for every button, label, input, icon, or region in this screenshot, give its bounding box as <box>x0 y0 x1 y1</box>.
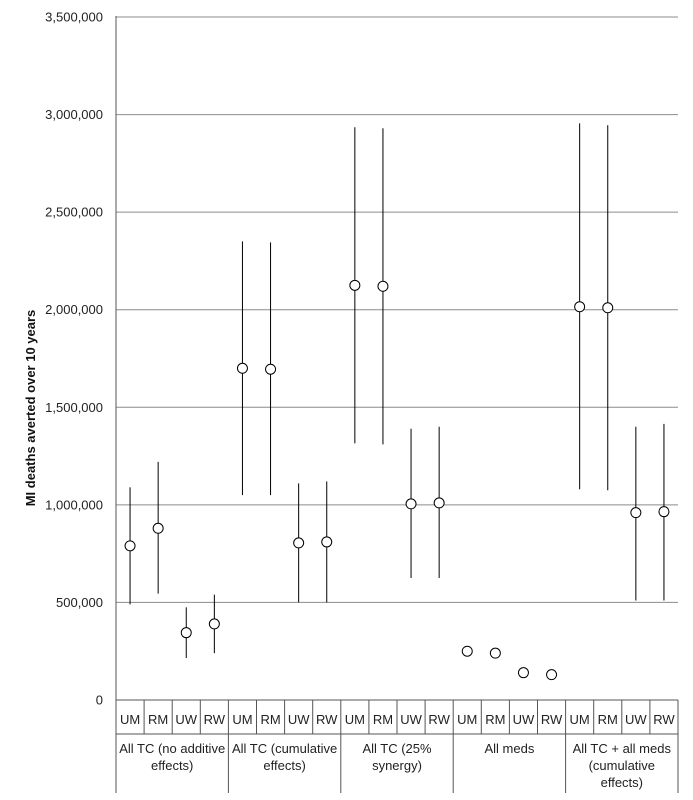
x-category-label: RM <box>485 712 505 727</box>
data-point <box>602 302 614 314</box>
x-group-label: All TC (25% <box>362 741 432 756</box>
data-point <box>208 618 220 630</box>
y-tick-label: 3,500,000 <box>45 10 103 25</box>
x-group-label: effects) <box>601 775 643 790</box>
data-point <box>180 627 192 639</box>
x-category-label: UM <box>457 712 477 727</box>
y-tick-label: 3,000,000 <box>45 107 103 122</box>
data-point <box>546 669 558 681</box>
y-tick-label: 1,500,000 <box>45 400 103 415</box>
x-category-label: RW <box>428 712 450 727</box>
x-group-label: All meds <box>484 741 534 756</box>
x-group-labels: All TC (no additive effects) All TC (cumul… <box>119 741 671 790</box>
x-category-label: UM <box>345 712 365 727</box>
x-category-label: RW <box>541 712 563 727</box>
data-point <box>574 301 586 313</box>
data-point <box>461 645 473 657</box>
data-point <box>349 279 361 291</box>
x-category-label: RM <box>373 712 393 727</box>
gridlines <box>116 16 678 603</box>
y-tick-label: 0 <box>96 693 103 708</box>
x-group-label: effects) <box>263 758 305 773</box>
data-point <box>293 537 305 549</box>
x-category-label: UW <box>513 712 535 727</box>
x-category-labels: UM RM UW RW UM RM UW RW UM RM UW RW UM RM UW RW UM RM UW RW <box>120 712 675 727</box>
x-category-label: RW <box>204 712 226 727</box>
x-category-label: UW <box>625 712 647 727</box>
x-category-label: UM <box>232 712 252 727</box>
y-tick-label: 500,000 <box>56 595 103 610</box>
x-category-label: UM <box>570 712 590 727</box>
data-point <box>236 362 248 374</box>
x-category-label: RW <box>653 712 675 727</box>
x-group-label: All TC (cumulative <box>232 741 337 756</box>
x-group-label: All TC + all meds <box>573 741 672 756</box>
y-tick-label: 2,500,000 <box>45 205 103 220</box>
data-point <box>630 507 642 519</box>
x-group-label: (cumulative <box>589 758 655 773</box>
x-category-label: UM <box>120 712 140 727</box>
data-point <box>377 280 389 292</box>
axes <box>115 16 679 793</box>
x-category-label: RM <box>598 712 618 727</box>
data-point <box>405 498 417 510</box>
y-tick-label: 1,000,000 <box>45 497 103 512</box>
x-category-label: UW <box>400 712 422 727</box>
x-group-label: effects) <box>151 758 193 773</box>
x-group-label: synergy) <box>372 758 422 773</box>
data-point <box>517 667 529 679</box>
x-category-label: UW <box>175 712 197 727</box>
y-tick-labels: 0 500,000 1,000,000 1,500,000 2,000,000 2,500… <box>45 10 103 708</box>
y-tick-label: 2,000,000 <box>45 302 103 317</box>
data-point <box>658 506 670 518</box>
data-point <box>152 522 164 534</box>
data-point <box>321 536 333 548</box>
data-point <box>489 647 501 659</box>
data-point <box>124 540 136 552</box>
y-axis-title: MI deaths averted over 10 years <box>23 310 38 507</box>
x-category-label: RM <box>260 712 280 727</box>
data-point <box>265 363 277 375</box>
x-category-label: RW <box>316 712 338 727</box>
x-category-label: RM <box>148 712 168 727</box>
data-point <box>433 497 445 509</box>
x-group-label: All TC (no additive <box>119 741 225 756</box>
x-category-label: UW <box>288 712 310 727</box>
data-points <box>124 123 670 681</box>
